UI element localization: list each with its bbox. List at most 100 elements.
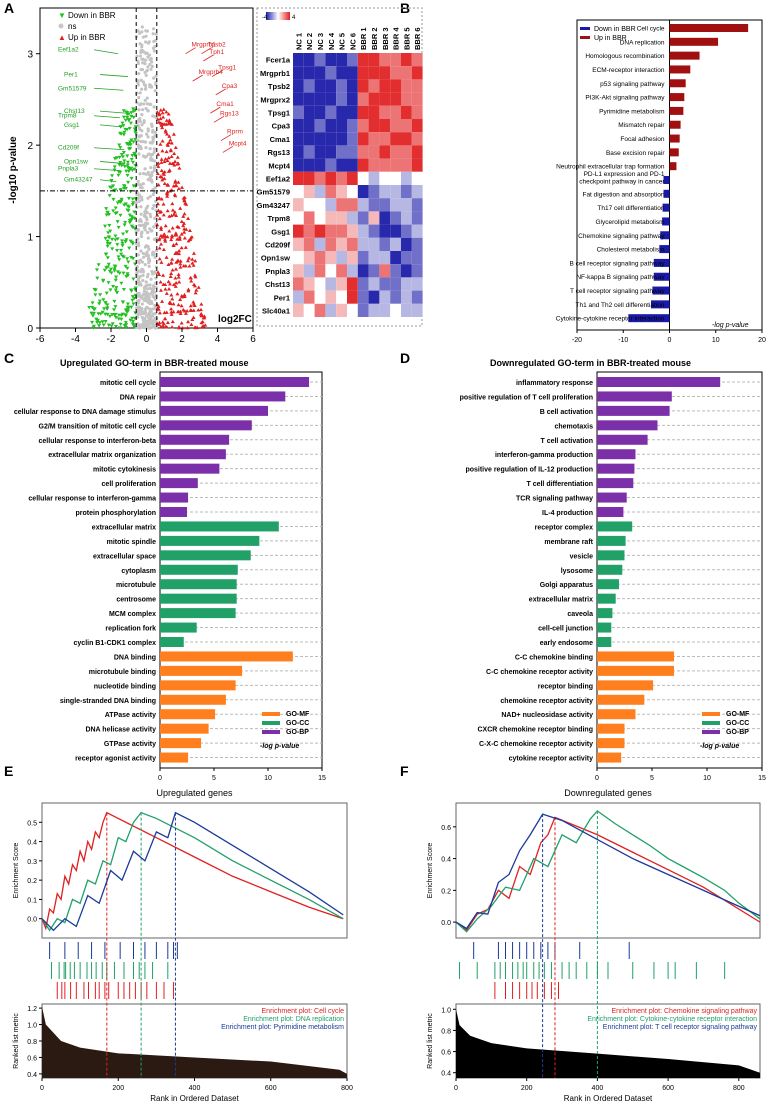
kegg-legend-swatch xyxy=(580,36,590,39)
up-point xyxy=(158,280,163,284)
ns-point xyxy=(150,180,154,184)
heatmap-cell xyxy=(303,79,315,93)
ns-point xyxy=(151,284,156,288)
heatmap-cell xyxy=(368,290,380,304)
heatmap-cell xyxy=(347,264,358,278)
go-bar xyxy=(597,723,625,734)
heatmap-cell xyxy=(347,290,358,304)
heatmap-cell xyxy=(379,264,391,278)
heatmap-cell xyxy=(336,290,347,304)
ns-point xyxy=(150,170,154,175)
gsea-legend-label: Enrichment plot: Cell cycle xyxy=(262,1008,345,1015)
ns-point xyxy=(154,265,158,269)
down-point xyxy=(127,147,132,151)
down-point xyxy=(103,319,108,324)
heatmap-cell xyxy=(293,53,304,67)
down-point xyxy=(110,247,115,251)
ns-point xyxy=(142,292,146,296)
go-bar xyxy=(160,507,187,517)
up-point xyxy=(199,325,204,329)
heatmap-cell xyxy=(411,119,423,133)
ns-point xyxy=(139,147,143,151)
up-point xyxy=(157,237,162,242)
up-point xyxy=(176,272,181,276)
heatmap-cell xyxy=(401,251,412,265)
go-legend-swatch xyxy=(262,730,280,734)
ns-point xyxy=(147,247,151,251)
gsea-rank-tick-label: 0.6 xyxy=(27,1055,37,1062)
heatmap-cell xyxy=(314,119,326,133)
go-legend-label: GO-MF xyxy=(286,711,310,718)
heatmap-cell xyxy=(379,132,391,146)
kegg-label: PI3K-Akt signaling pathway xyxy=(585,95,665,102)
heatmap-cell xyxy=(347,198,358,212)
ns-point xyxy=(153,270,157,274)
ns-point xyxy=(136,179,140,184)
ns-point xyxy=(147,296,151,300)
up-point xyxy=(166,169,171,173)
heatmap-cell xyxy=(368,224,380,238)
up-label-leader xyxy=(185,47,196,55)
ns-point xyxy=(138,54,142,58)
gsea-es-line xyxy=(41,811,344,932)
ns-point xyxy=(145,222,149,226)
heatmap-cell xyxy=(379,198,391,212)
heatmap-cell xyxy=(347,171,358,185)
down-point xyxy=(122,159,127,163)
go-bar xyxy=(160,449,226,460)
kegg-label: Chemokine signaling pathway xyxy=(578,233,665,240)
go-label: microtubule binding xyxy=(89,669,156,676)
up-point xyxy=(167,140,172,144)
up-gene-label: Mcpt4 xyxy=(229,140,247,147)
ns-point xyxy=(143,62,147,66)
up-gene-label: Mrgprb1 xyxy=(192,42,217,49)
ns-point xyxy=(134,201,138,205)
up-point xyxy=(158,325,163,329)
down-point xyxy=(90,305,95,310)
down-point xyxy=(125,165,130,170)
ns-point xyxy=(147,313,151,317)
up-point xyxy=(169,260,174,265)
heatmap-row-label: Mcpt4 xyxy=(268,161,290,170)
down-point xyxy=(94,268,99,272)
up-point xyxy=(188,303,193,308)
kegg-bar-chart: Cell cycle DNA replication Homologous reco… xyxy=(556,19,766,344)
down-point xyxy=(131,107,136,111)
go-bar xyxy=(597,593,616,604)
gsea-es-line xyxy=(455,813,761,930)
down-point xyxy=(127,168,132,172)
up-point xyxy=(191,251,196,255)
up-point xyxy=(180,185,185,189)
down-point xyxy=(131,115,136,120)
go-bar xyxy=(597,752,622,763)
down-point xyxy=(125,112,130,117)
up-point xyxy=(171,243,176,248)
heatmap-cell xyxy=(368,105,380,119)
ns-point xyxy=(141,255,146,259)
heatmap-row-label: Tpsb2 xyxy=(268,82,290,91)
heatmap-row-label: Trpm8 xyxy=(267,214,290,223)
ns-point xyxy=(150,272,155,276)
ns-point xyxy=(149,165,153,170)
up-point xyxy=(172,212,177,216)
down-gene-label: Gm43247 xyxy=(64,177,93,184)
go-label: membrane raft xyxy=(544,539,593,546)
ns-point xyxy=(140,186,144,190)
go-bar xyxy=(160,709,216,720)
heatmap-cell xyxy=(325,53,337,67)
up-point xyxy=(181,196,186,200)
up-point xyxy=(192,273,197,277)
heatmap-cell xyxy=(293,224,304,238)
x-tick-label: 4 xyxy=(215,334,221,345)
go-bar xyxy=(597,550,625,561)
heatmap-cell xyxy=(314,185,326,199)
up-point xyxy=(170,226,175,230)
up-point xyxy=(174,241,179,246)
down-point xyxy=(103,224,108,229)
kegg-x-tick-label: 10 xyxy=(712,337,720,344)
heatmap-cell xyxy=(336,198,347,212)
ns-point xyxy=(154,249,159,253)
ns-point xyxy=(136,182,140,187)
down-point xyxy=(119,152,124,157)
